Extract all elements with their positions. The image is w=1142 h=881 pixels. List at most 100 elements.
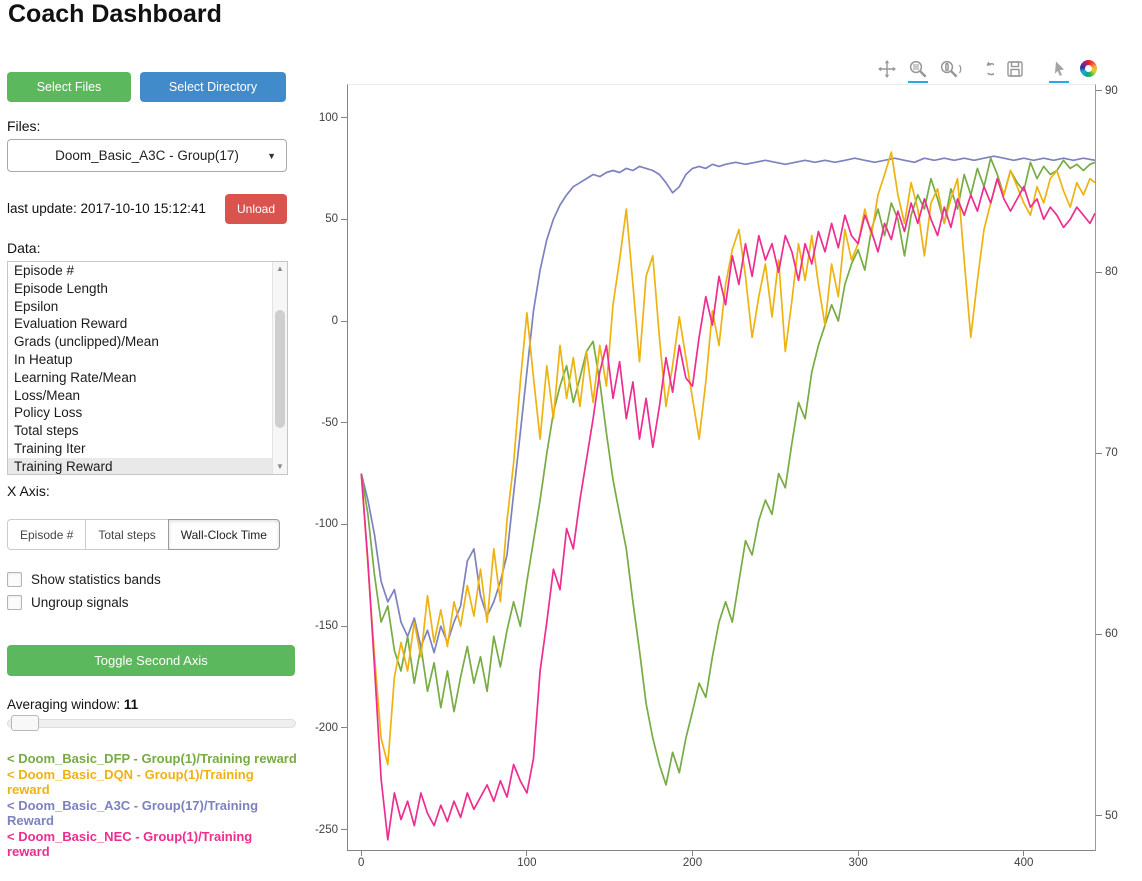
y-tick-label: -200 bbox=[314, 721, 338, 734]
wheel-zoom-icon[interactable] bbox=[939, 59, 963, 79]
y-tick-mark-right bbox=[1096, 452, 1102, 454]
legend-item[interactable]: < Doom_Basic_NEC - Group(1)/Training rew… bbox=[7, 828, 253, 860]
averaging-window-row: Averaging window: 11 bbox=[7, 697, 138, 712]
checkbox-label: Ungroup signals bbox=[31, 595, 129, 610]
slider-handle[interactable] bbox=[11, 715, 39, 731]
y-tick-label: -250 bbox=[314, 823, 338, 836]
reset-icon[interactable] bbox=[974, 59, 994, 79]
y-tick-label-right: 80 bbox=[1105, 266, 1118, 279]
y-tick-mark bbox=[341, 117, 347, 119]
page-title: Coach Dashboard bbox=[8, 0, 222, 28]
averaging-window-value: 11 bbox=[123, 697, 139, 712]
y-tick-mark bbox=[341, 727, 347, 729]
signal-legend: < Doom_Basic_DFP - Group(1)/Training rew… bbox=[7, 751, 297, 860]
legend-item[interactable]: < Doom_Basic_DQN - Group(1)/Training rew… bbox=[7, 766, 254, 798]
data-item[interactable]: Loss/Mean bbox=[14, 387, 81, 403]
averaging-window-slider[interactable] bbox=[7, 715, 296, 731]
data-item[interactable]: Learning Rate/Mean bbox=[14, 369, 137, 385]
scroll-down-icon[interactable]: ▼ bbox=[276, 462, 284, 471]
scrollbar-thumb[interactable] bbox=[275, 310, 285, 428]
data-item[interactable]: Policy Loss bbox=[14, 405, 83, 421]
chart-canvas[interactable] bbox=[348, 85, 1095, 850]
data-item[interactable]: Episode # bbox=[14, 263, 75, 278]
xaxis-option-button[interactable]: Episode # bbox=[7, 519, 87, 550]
checkbox-row: Ungroup signals bbox=[7, 595, 161, 610]
y-tick-mark bbox=[341, 422, 347, 424]
data-item[interactable]: Total steps bbox=[14, 423, 79, 439]
y-tick-label: -50 bbox=[321, 416, 338, 429]
last-update-text: last update: 2017-10-10 15:12:41 bbox=[7, 201, 206, 216]
files-label: Files: bbox=[7, 118, 41, 134]
y-tick-label-right: 90 bbox=[1105, 84, 1118, 97]
y-tick-mark-right bbox=[1096, 90, 1102, 92]
y-tick-mark bbox=[341, 320, 347, 322]
active-tool-underline bbox=[1049, 81, 1069, 83]
xaxis-option-button[interactable]: Total steps bbox=[85, 519, 169, 550]
chart-line bbox=[360, 157, 1095, 786]
x-tick-mark bbox=[692, 850, 693, 856]
x-tick-label: 0 bbox=[358, 857, 365, 869]
data-item[interactable]: Evaluation Reward bbox=[14, 316, 128, 332]
data-item[interactable]: Training Reward bbox=[8, 457, 287, 474]
select-files-button[interactable]: Select Files bbox=[7, 72, 131, 102]
legend-item[interactable]: < Doom_Basic_A3C - Group(17)/Training Re… bbox=[7, 797, 259, 829]
x-tick-mark bbox=[360, 850, 362, 856]
save-icon[interactable] bbox=[1005, 59, 1025, 79]
sidebar: Select Files Select Directory Files: Doo… bbox=[0, 0, 300, 881]
y-tick-label: -100 bbox=[314, 518, 338, 531]
active-tool-underline bbox=[908, 81, 928, 83]
y-tick-label-right: 60 bbox=[1105, 628, 1118, 641]
toggle-second-axis-button[interactable]: Toggle Second Axis bbox=[7, 645, 295, 676]
box-zoom-icon[interactable] bbox=[908, 59, 928, 83]
y-tick-mark bbox=[341, 523, 347, 525]
averaging-window-label: Averaging window: bbox=[7, 697, 121, 712]
hover-icon[interactable] bbox=[1049, 59, 1069, 83]
chart-line bbox=[360, 155, 1095, 654]
checkbox[interactable] bbox=[7, 572, 22, 587]
y-tick-label: 50 bbox=[325, 213, 338, 226]
x-tick-label: 200 bbox=[682, 857, 703, 869]
scrollbar[interactable]: ▲ ▼ bbox=[272, 262, 287, 474]
legend-item[interactable]: < Doom_Basic_DFP - Group(1)/Training rew… bbox=[7, 751, 297, 766]
data-item[interactable]: In Heatup bbox=[14, 351, 73, 367]
chevron-down-icon: ▼ bbox=[267, 151, 276, 161]
data-item[interactable]: Epsilon bbox=[14, 298, 59, 314]
xaxis-button-group: Episode # Total steps Wall-Clock Time bbox=[7, 519, 280, 550]
checkbox-row: Show statistics bands bbox=[7, 572, 161, 587]
checkbox-group: Show statistics bands Ungroup signals bbox=[7, 572, 161, 618]
chart-panel: 100 50 0 -50 -100 -150 -200 -250 90 80 70 60 50 0 100 2… bbox=[300, 0, 1142, 881]
pan-icon[interactable] bbox=[877, 59, 897, 79]
select-directory-button[interactable]: Select Directory bbox=[140, 72, 286, 102]
y-tick-label-right: 50 bbox=[1105, 809, 1118, 822]
chart-line bbox=[360, 177, 1095, 841]
chart-line bbox=[360, 151, 1095, 766]
y-tick-mark-right bbox=[1096, 271, 1102, 273]
data-item[interactable]: Episode Length bbox=[14, 280, 108, 296]
checkbox[interactable] bbox=[7, 595, 22, 610]
data-item[interactable]: Training Iter bbox=[14, 440, 86, 456]
data-label: Data: bbox=[7, 240, 41, 256]
bokeh-logo-icon[interactable] bbox=[1080, 60, 1097, 77]
y-tick-mark bbox=[341, 829, 347, 831]
unload-button[interactable]: Unload bbox=[225, 194, 287, 224]
data-item[interactable]: Grads (unclipped)/Mean bbox=[14, 334, 159, 350]
y-tick-label: -150 bbox=[314, 620, 338, 633]
xaxis-label: X Axis: bbox=[7, 483, 50, 499]
files-select-value: Doom_Basic_A3C - Group(17) bbox=[55, 148, 239, 163]
scroll-up-icon[interactable]: ▲ bbox=[276, 264, 284, 273]
x-tick-label: 300 bbox=[848, 857, 868, 869]
checkbox-label: Show statistics bands bbox=[31, 572, 161, 587]
y-tick-mark-right bbox=[1096, 633, 1102, 635]
y-tick-label: 0 bbox=[331, 315, 338, 327]
y-tick-mark bbox=[341, 218, 347, 220]
xaxis-option-button[interactable]: Wall-Clock Time bbox=[167, 519, 280, 550]
y-tick-mark-right bbox=[1096, 815, 1102, 817]
data-signal-list: Episode # Episode Length Epsilon Evaluation… bbox=[7, 261, 288, 475]
x-tick-label: 400 bbox=[1014, 857, 1034, 869]
bokeh-toolbar bbox=[877, 59, 1097, 83]
x-tick-mark bbox=[526, 850, 528, 856]
x-tick-mark bbox=[1023, 850, 1025, 856]
files-select[interactable]: Doom_Basic_A3C - Group(17) ▼ bbox=[7, 139, 287, 172]
plot-area[interactable] bbox=[347, 84, 1096, 851]
